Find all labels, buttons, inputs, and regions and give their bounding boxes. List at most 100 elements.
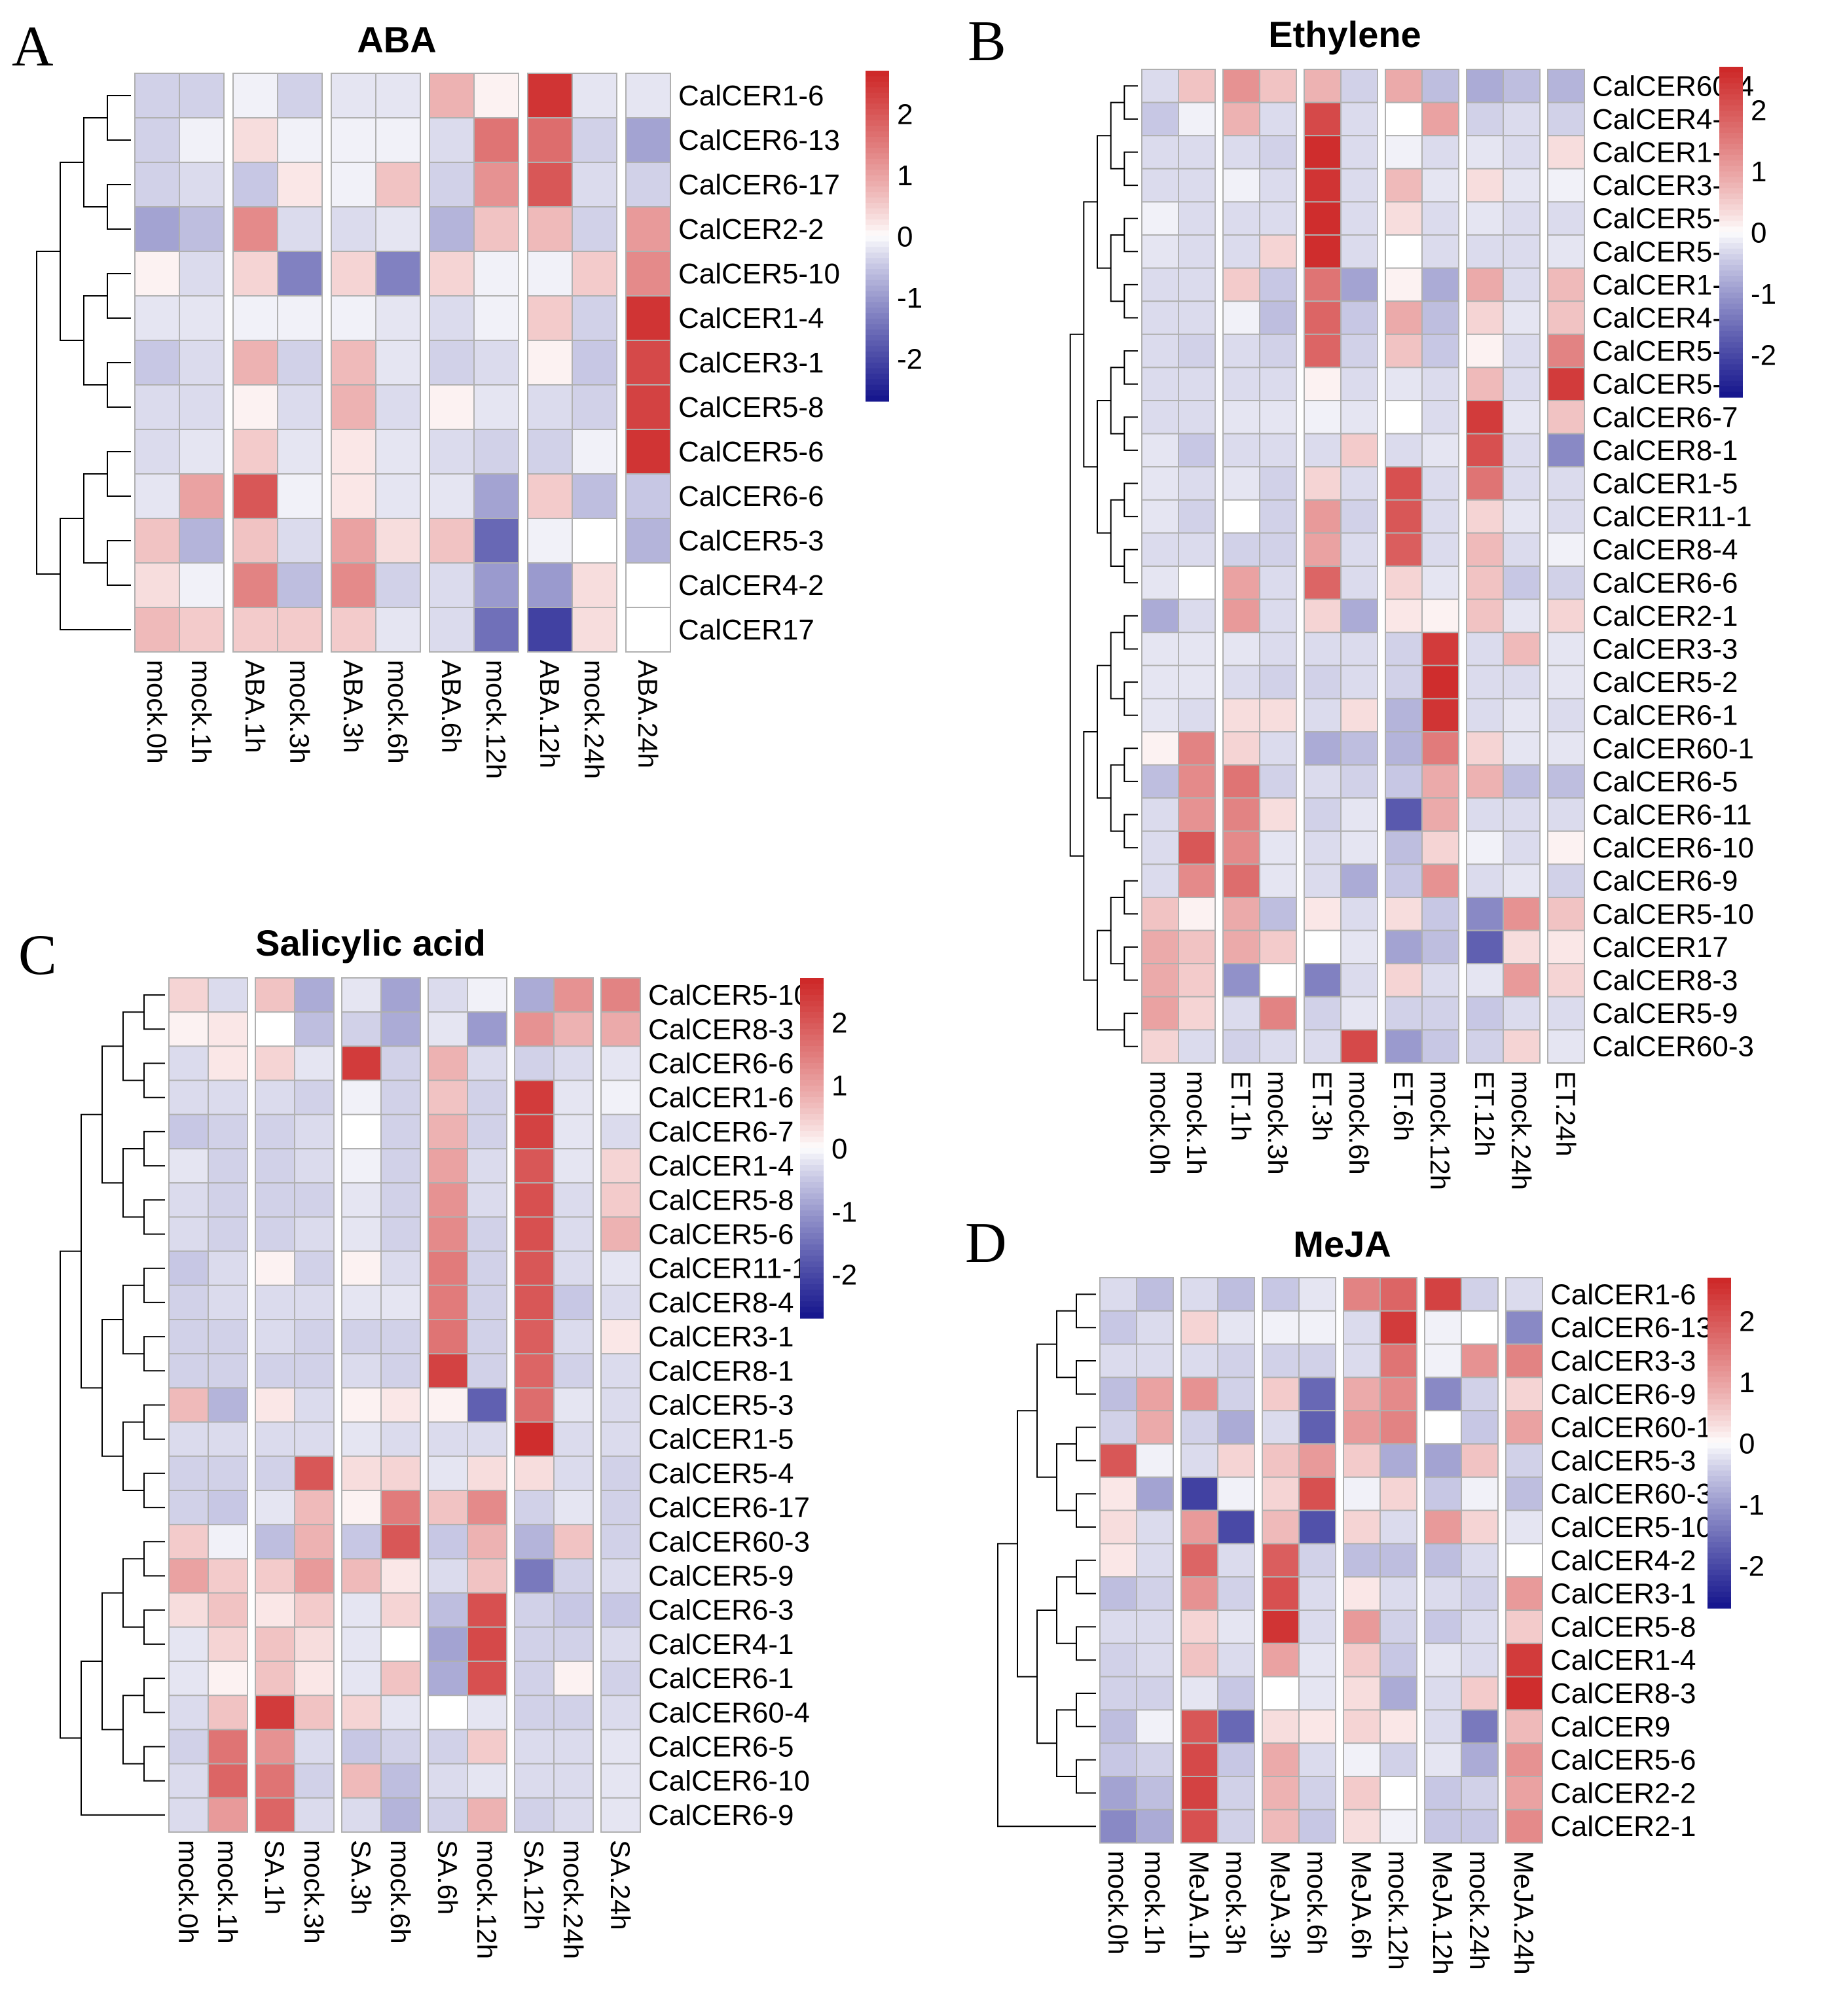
heatmap-cell [380,1216,421,1252]
colorbar-segment [1719,298,1743,304]
colorbar-segment [1707,1316,1731,1322]
heatmap-cell [1379,1476,1417,1511]
heatmap-cell [1466,963,1504,998]
column-label: ET.6h [1388,1071,1419,1141]
heatmap-cell [1262,1742,1300,1777]
heatmap-cell [527,340,573,386]
row-label: CalCER1-6 [1550,1278,1696,1310]
heatmap-cell [277,473,323,519]
colorbar-segment [800,1108,824,1115]
heatmap-cell [294,1490,335,1526]
heatmap-cell [1379,1377,1417,1412]
colorbar-segment [1707,1602,1731,1609]
heatmap-cell [1180,1509,1218,1545]
heatmap-cell [341,1353,382,1389]
heatmap-cell [341,1592,382,1628]
heatmap-cell [1421,234,1459,269]
heatmap-cell [1385,963,1423,998]
row-labels: CalCER60-4CalCER4-1CalCER1-6CalCER3-1Cal… [1592,70,1754,1062]
colorbar-segment [866,115,889,121]
heatmap-cell [428,1284,468,1321]
heatmap-cell [527,473,573,519]
heatmap-cell [1141,963,1179,998]
heatmap-cell [1466,69,1504,103]
heatmap-cell [331,295,376,341]
heatmap-cell [232,340,278,386]
heatmap-cell [1136,1343,1174,1378]
heatmap-cell [1304,698,1342,733]
heatmap-cell [473,562,519,608]
heatmap-cell [208,1182,248,1218]
colorbar-tick-label: 2 [1751,95,1766,127]
column-label: mock.0h [173,1840,204,1944]
colorbar-segment [1719,209,1743,216]
colorbar-segment [1719,353,1743,359]
heatmap-cell [514,1353,555,1389]
colorbar-segment [866,81,889,88]
heatmap-cell [1421,996,1459,1031]
heatmap-cell [514,1113,555,1150]
heatmap-cell [1304,300,1342,335]
heatmap-cell [208,1490,248,1526]
heatmap-cell [1505,1742,1543,1777]
heatmap-cell [168,1182,209,1218]
heatmap-cell [1141,598,1179,634]
heatmap-cell [208,1250,248,1286]
heatmap-cell [1340,333,1378,369]
heatmap-cell [179,562,225,608]
heatmap-cell [553,1421,594,1457]
heatmap-cell [1262,1676,1300,1711]
colorbar-tick-label: -2 [831,1259,857,1291]
heatmap-cell [1304,367,1342,402]
heatmap-cell [1141,234,1179,269]
heatmap-cell [294,1045,335,1081]
heatmap-cell [1547,433,1585,468]
heatmap-cell [1222,433,1260,468]
colorbar-segment [866,197,889,204]
heatmap-cell [1461,1443,1499,1478]
heatmap-cell [1466,532,1504,567]
heatmap-cell [625,206,671,252]
row-label: CalCER4-1 [648,1629,794,1661]
heatmap-cell [1340,234,1378,269]
row-label: CalCER6-9 [1592,865,1738,897]
heatmap-cell [428,1455,468,1492]
heatmap-cell [1340,400,1378,435]
row-label: CalCER3-3 [1550,1345,1696,1377]
heatmap-cell [1304,333,1342,369]
heatmap-cell [1262,1310,1300,1345]
colorbar-segment [866,368,889,374]
colorbar-segment [1707,1399,1731,1405]
colorbar-segment [800,1000,824,1007]
heatmap-cell [1217,1377,1255,1412]
heatmap-cell [1222,367,1260,402]
colorbar-segment [1707,1344,1731,1350]
heatmap-cell [1298,1476,1336,1511]
heatmap-cell [1222,830,1260,865]
row-label: CalCER8-3 [1592,965,1738,997]
heatmap-cell [277,73,323,118]
colorbar-segment [1719,348,1743,354]
colorbar-segment [800,983,824,990]
heatmap-cell [1298,1410,1336,1445]
heatmap-cell [1222,731,1260,766]
dendrogram-branch [997,1543,1096,1827]
heatmap-cell [1385,929,1423,965]
row-label: CalCER6-17 [648,1492,810,1524]
colorbar-segment [800,1023,824,1030]
heatmap-cell [1424,1543,1462,1578]
heatmap-cell [1180,1610,1218,1644]
heatmap-cell [341,977,382,1013]
row-label: CalCER1-7 [1592,269,1738,301]
heatmap-cell [1421,863,1459,899]
row-label: CalCER6-6 [1592,567,1738,599]
heatmap-cell [1178,996,1216,1031]
colorbar-segment [866,158,889,165]
row-label: CalCER5-8 [648,1184,794,1216]
row-label: CalCER6-3 [648,1594,794,1627]
colorbar-segment [1719,177,1743,183]
colorbar-segment [866,109,889,115]
heatmap-cell [1343,1776,1381,1810]
colorbar-segment [866,324,889,331]
column-label: mock.1h [1139,1851,1170,1955]
